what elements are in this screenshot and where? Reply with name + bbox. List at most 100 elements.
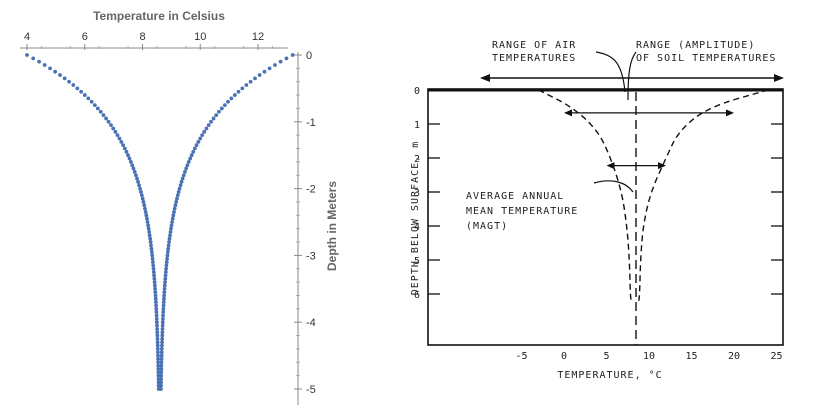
soil-temperature-diagram: 0 1 2 3 4 5 6 -5 0 5 10 15 20 25 RANGE OF AIR TEMPER… — [410, 40, 784, 381]
envelope-curve — [638, 89, 769, 301]
data-point — [198, 136, 203, 141]
data-point — [202, 129, 207, 134]
data-point — [143, 210, 148, 214]
data-point — [130, 163, 135, 168]
range-arrowhead — [606, 162, 615, 170]
x-tick-label: 0 — [561, 351, 567, 362]
data-point — [172, 206, 177, 211]
data-point — [204, 126, 209, 131]
y-tick-label: -4 — [306, 317, 316, 329]
data-point — [153, 296, 158, 301]
data-point — [89, 99, 94, 104]
envelope-curves — [538, 89, 769, 301]
x-axis-title: Temperature in Celsius — [93, 9, 225, 23]
data-point — [181, 173, 186, 178]
data-point — [152, 273, 156, 278]
data-point — [131, 166, 136, 171]
data-point — [98, 109, 103, 114]
data-point — [155, 347, 160, 351]
x-tick-label: 8 — [139, 31, 145, 43]
data-point — [160, 323, 165, 328]
data-point — [101, 113, 106, 118]
data-point — [62, 76, 67, 81]
y-ticks: 0 1 2 3 4 5 6 — [414, 86, 783, 301]
y-tick-label: 0 — [306, 50, 312, 62]
data-point — [176, 190, 181, 194]
data-point — [159, 370, 164, 375]
data-point — [219, 106, 224, 111]
data-point — [142, 203, 147, 208]
x-tick-label: 5 — [603, 351, 609, 362]
data-point — [159, 347, 164, 351]
data-point — [153, 293, 158, 298]
data-point — [206, 123, 211, 128]
data-point — [138, 186, 142, 191]
data-point — [152, 280, 157, 285]
data-point — [145, 220, 150, 224]
data-point — [147, 230, 152, 234]
data-point — [163, 276, 168, 281]
data-point — [117, 136, 122, 141]
data-point — [128, 159, 133, 164]
data-point — [163, 270, 168, 274]
data-point — [166, 243, 171, 248]
data-point — [71, 83, 76, 87]
data-point — [180, 176, 185, 181]
data-point — [159, 350, 164, 355]
data-point — [53, 69, 58, 74]
data-point — [137, 183, 141, 188]
data-point — [154, 310, 159, 315]
data-point — [159, 357, 164, 361]
range-arrowhead — [564, 109, 572, 117]
envelope-curve — [538, 89, 632, 301]
data-point — [217, 109, 221, 114]
data-point — [196, 139, 201, 144]
data-point — [126, 153, 130, 158]
data-point — [253, 76, 257, 81]
data-point — [156, 377, 161, 381]
data-point — [152, 276, 157, 281]
data-point — [163, 280, 167, 285]
data-points — [25, 53, 295, 391]
data-point — [113, 129, 118, 134]
data-point — [185, 163, 190, 168]
data-point — [154, 320, 159, 325]
data-point — [154, 313, 159, 318]
data-point — [165, 256, 170, 261]
data-point — [159, 387, 163, 391]
data-point — [167, 236, 172, 241]
data-point — [155, 340, 160, 345]
data-point — [151, 266, 156, 271]
data-point — [194, 143, 199, 148]
data-point — [156, 363, 161, 368]
data-point — [179, 180, 184, 184]
y-axis-title: DEPTH BELOW SURFACE, m — [410, 141, 421, 295]
data-point — [75, 86, 80, 91]
data-point — [37, 59, 41, 64]
data-point — [124, 149, 129, 154]
data-point — [163, 273, 168, 278]
data-point — [150, 253, 155, 258]
data-point — [132, 170, 137, 174]
data-point — [92, 103, 97, 107]
data-point — [229, 96, 234, 101]
data-point — [122, 146, 127, 151]
data-point — [164, 266, 169, 271]
x-tick-label: 6 — [82, 31, 88, 43]
soil-range-label-line1: RANGE (AMPLITUDE) — [636, 40, 755, 51]
data-point — [173, 203, 178, 208]
x-tick-label: 15 — [685, 351, 697, 362]
data-point — [167, 240, 171, 244]
data-point — [278, 59, 283, 64]
range-arrowhead — [658, 162, 666, 170]
data-point — [150, 260, 155, 264]
data-point — [156, 367, 161, 371]
data-point — [257, 73, 262, 77]
data-point — [175, 196, 179, 201]
data-point — [159, 353, 164, 358]
data-point — [151, 270, 156, 274]
data-point — [155, 337, 160, 341]
y-axis: 0 -1 -2 -3 -4 -5 — [294, 50, 316, 405]
data-point — [149, 243, 153, 248]
data-point — [106, 119, 111, 124]
